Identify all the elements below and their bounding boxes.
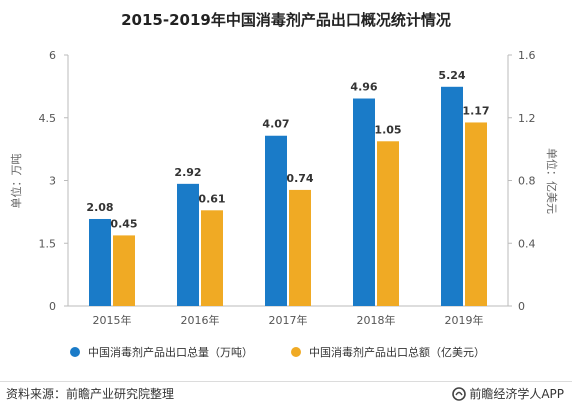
bar-volume: [353, 98, 375, 306]
y-left-tick-label: 1.5: [39, 237, 57, 250]
source-note: 资料来源：前瞻产业研究院整理: [6, 387, 175, 401]
x-tick-label: 2018年: [357, 313, 396, 327]
y-left-tick-label: 3: [49, 175, 56, 188]
bar-volume: [441, 86, 463, 306]
legend-swatch-volume: [70, 347, 80, 357]
data-label-value: 0.61: [198, 192, 225, 205]
bar-value: [113, 235, 135, 306]
x-tick-label: 2015年: [93, 313, 132, 327]
x-tick-label: 2019年: [445, 313, 484, 327]
brand-logo-icon: [452, 386, 467, 401]
bar-value: [465, 122, 487, 306]
data-label-value: 1.05: [374, 123, 401, 136]
chart-data-labels: 2.08 0.45 2.92 0.61 4.07 0.74 4.96 1.05 5.24 1.17: [86, 69, 489, 231]
legend-label-value: 中国消毒剂产品出口总额（亿美元）: [309, 346, 485, 359]
x-tick-label: 2017年: [269, 313, 308, 327]
bar-value: [201, 210, 223, 306]
y-axis-left-title: 单位：万吨: [9, 154, 23, 209]
data-label-value: 0.45: [110, 217, 137, 230]
bar-chart: 0 1.5 3 4.5 6 0 0.4 0.8 1.2 1.6 单位：万吨 单位：亿美元 2015年 20…: [9, 49, 559, 327]
legend-item-volume: 中国消毒剂产品出口总量（万吨）: [70, 344, 253, 360]
y-right-tick-label: 0.8: [518, 175, 536, 188]
data-label-volume: 5.24: [438, 69, 465, 82]
y-right-tick-label: 0: [518, 300, 525, 313]
y-left-tick-label: 0: [49, 300, 56, 313]
data-label-value: 1.17: [462, 104, 489, 117]
data-label-value: 0.74: [286, 172, 313, 185]
data-label-volume: 2.08: [86, 201, 113, 214]
chart-title: 2015-2019年中国消毒剂产品出口概况统计情况: [121, 11, 451, 29]
y-axis-right-title: 单位：亿美元: [545, 148, 559, 214]
brand-credit: 前瞻经济学人APP: [452, 385, 564, 402]
data-label-volume: 4.07: [262, 118, 289, 131]
chart-bars: [89, 86, 487, 306]
y-right-tick-label: 0.4: [518, 237, 536, 250]
bar-value: [289, 189, 311, 306]
bar-volume: [265, 135, 287, 306]
legend-item-value: 中国消毒剂产品出口总额（亿美元）: [291, 344, 485, 360]
legend-label-volume: 中国消毒剂产品出口总量（万吨）: [88, 346, 253, 359]
x-tick-label: 2016年: [181, 313, 220, 327]
bar-volume: [177, 183, 199, 306]
legend-swatch-value: [291, 347, 301, 357]
data-label-volume: 2.92: [174, 166, 201, 179]
footer: 资料来源：前瞻产业研究院整理 前瞻经济学人APP: [0, 381, 572, 412]
data-label-volume: 4.96: [350, 81, 377, 94]
bar-volume: [89, 218, 111, 306]
y-left-tick-label: 4.5: [39, 112, 57, 125]
y-right-tick-label: 1.2: [518, 112, 536, 125]
y-right-tick-label: 1.6: [518, 49, 536, 62]
bar-value: [377, 141, 399, 306]
brand-text: 前瞻经济学人APP: [469, 387, 564, 401]
chart-axes: 0 1.5 3 4.5 6 0 0.4 0.8 1.2 1.6 单位：万吨 单位：亿美元 2015年 20…: [9, 49, 559, 327]
y-left-tick-label: 6: [49, 49, 56, 62]
